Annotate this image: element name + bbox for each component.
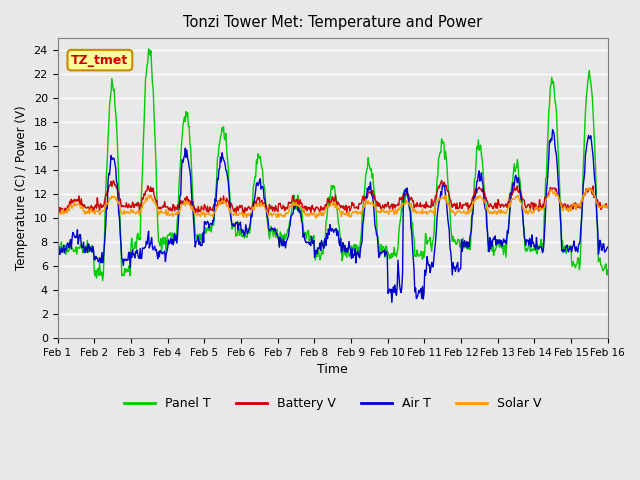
Air T — [120, 256, 128, 262]
Solar V — [120, 207, 128, 213]
Air T — [176, 193, 184, 199]
Air T — [63, 240, 71, 246]
Solar V — [604, 204, 611, 209]
Battery V — [400, 190, 408, 196]
Battery V — [120, 204, 128, 209]
Solar V — [400, 202, 408, 207]
Battery V — [604, 205, 611, 211]
Solar V — [54, 207, 61, 213]
Air T — [54, 243, 61, 249]
Air T — [205, 225, 213, 231]
Panel T — [145, 46, 152, 52]
Solar V — [176, 207, 184, 213]
Air T — [417, 288, 424, 293]
Battery V — [54, 206, 61, 212]
Battery V — [417, 200, 424, 205]
Panel T — [417, 248, 425, 254]
Battery V — [63, 203, 71, 209]
Panel T — [178, 143, 186, 148]
Line: Panel T: Panel T — [58, 49, 607, 281]
Air T — [604, 244, 611, 250]
Air T — [388, 300, 396, 305]
Line: Battery V: Battery V — [58, 180, 607, 214]
Panel T — [63, 248, 71, 254]
Air T — [548, 127, 556, 132]
Panel T — [604, 267, 611, 273]
Panel T — [54, 243, 61, 249]
Solar V — [417, 210, 424, 216]
Solar V — [585, 185, 593, 191]
Panel T — [121, 266, 129, 272]
Air T — [400, 191, 408, 197]
Solar V — [205, 210, 213, 216]
Panel T — [99, 278, 106, 284]
Y-axis label: Temperature (C) / Power (V): Temperature (C) / Power (V) — [15, 106, 28, 270]
Panel T — [401, 201, 409, 207]
Title: Tonzi Tower Met: Temperature and Power: Tonzi Tower Met: Temperature and Power — [183, 15, 482, 30]
Solar V — [63, 207, 71, 213]
Legend: Panel T, Battery V, Air T, Solar V: Panel T, Battery V, Air T, Solar V — [118, 393, 547, 416]
Line: Solar V: Solar V — [58, 188, 607, 218]
Battery V — [176, 198, 184, 204]
X-axis label: Time: Time — [317, 363, 348, 376]
Battery V — [264, 211, 272, 217]
Line: Air T: Air T — [58, 130, 607, 302]
Panel T — [207, 223, 214, 229]
Text: TZ_tmet: TZ_tmet — [71, 54, 129, 67]
Solar V — [312, 216, 320, 221]
Battery V — [438, 178, 445, 183]
Battery V — [205, 208, 213, 214]
